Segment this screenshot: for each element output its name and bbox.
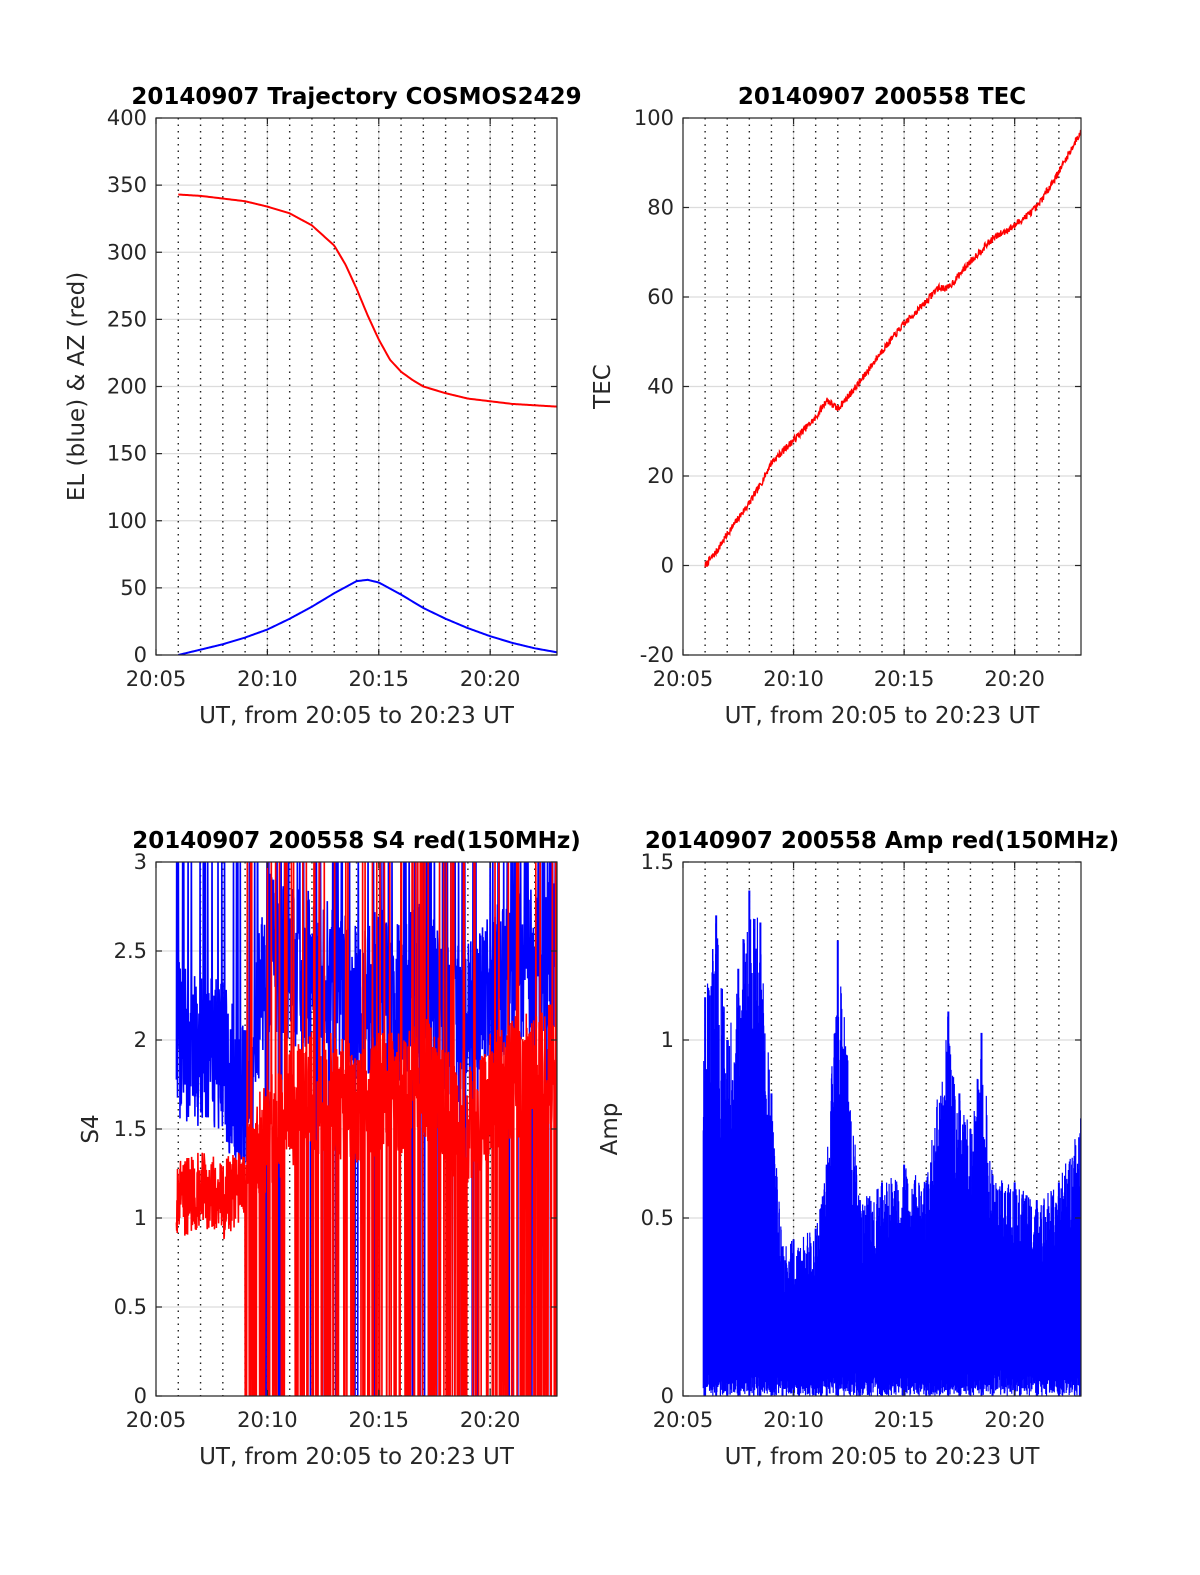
x-tick-label: 20:20 [984,1408,1045,1432]
y-tick-label: 100 [634,106,674,130]
y-tick-label: 2 [134,1028,147,1052]
y-tick-label: 0.5 [114,1295,147,1319]
y-tick-label: 0.5 [641,1206,674,1230]
y-tick-label: -20 [640,643,674,667]
y-tick-label: 200 [107,375,147,399]
x-tick-label: 20:20 [460,667,521,691]
y-tick-label: 2.5 [114,939,147,963]
x-tick-label: 20:10 [237,1408,298,1432]
y-tick-label: 60 [647,285,674,309]
y-tick-label: 300 [107,240,147,264]
x-tick-label: 20:15 [874,1408,935,1432]
plot-area [175,862,557,1396]
x-axis-label: UT, from 20:05 to 20:23 UT [199,703,515,729]
plot-area [702,890,1081,1396]
chart-s4: 0 0.5 1 1.5 2 2.5 3 20:05 20:10 20:15 20:20 UT, fro… [78,828,581,1470]
x-tick-label: 20:20 [460,1408,521,1432]
x-tick-label: 20:15 [349,667,410,691]
y-tick-label: 1.5 [114,1117,147,1141]
y-tick-label: 3 [134,850,147,874]
x-tick-label: 20:05 [126,1408,187,1432]
x-tick-label: 20:05 [653,667,714,691]
series-line-red [175,862,557,1396]
y-axis-label: S4 [78,1114,104,1143]
x-axis-label: UT, from 20:05 to 20:23 UT [725,1444,1041,1470]
y-tick-label: 40 [647,375,674,399]
y-tick-label: 80 [647,196,674,220]
chart-tec: -20 0 20 40 60 80 100 20:05 20:10 20:15 20:20 UT, f… [590,84,1082,729]
x-tick-label: 20:10 [763,1408,824,1432]
y-tick-label: 0 [134,643,147,667]
x-tick-label: 20:05 [653,1408,714,1432]
series-line-2 [178,578,557,655]
y-tick-label: 0 [661,1384,674,1408]
y-tick-label: 250 [107,307,147,331]
y-tick-label: 100 [107,509,147,533]
chart-title: 20140907 200558 Amp red(150MHz) [645,828,1119,854]
x-tick-label: 20:15 [349,1408,410,1432]
y-tick-label: 350 [107,173,147,197]
y-axis-label: EL (blue) & AZ (red) [64,272,90,501]
y-tick-label: 400 [107,106,147,130]
y-tick-label: 50 [120,576,147,600]
chart-title: 20140907 Trajectory COSMOS2429 [131,84,581,110]
y-tick-label: 150 [107,442,147,466]
x-tick-label: 20:15 [874,667,935,691]
amp-peak-spikes [704,890,1081,1396]
series-line-1 [178,193,557,408]
axes-frame [682,861,1082,1397]
y-tick-label: 0 [661,554,674,578]
plot-area [178,193,557,655]
x-axis-label: UT, from 20:05 to 20:23 UT [199,1444,515,1470]
y-tick-label: 20 [647,464,674,488]
x-tick-label: 20:10 [237,667,298,691]
chart-amp: 0 0.5 1 1.5 20:05 20:10 20:15 20:20 UT, from 20:… [597,828,1119,1470]
x-tick-label: 20:10 [763,667,824,691]
y-tick-label: 1 [661,1028,674,1052]
x-tick-label: 20:20 [984,667,1045,691]
y-tick-label: 0 [134,1384,147,1408]
y-tick-label: 1 [134,1206,147,1230]
series-line-amp [702,917,1081,1396]
chart-title: 20140907 200558 S4 red(150MHz) [132,828,581,854]
y-axis-label: TEC [590,364,616,410]
y-axis-label: Amp [597,1103,623,1156]
x-axis-label: UT, from 20:05 to 20:23 UT [725,703,1041,729]
chart-title: 20140907 200558 TEC [738,84,1026,110]
x-tick-label: 20:05 [126,667,187,691]
y-tick-label: 1.5 [641,850,674,874]
chart-trajectory: 0 50 100 150 200 250 300 350 400 20:05 20:10 20:15 2… [64,84,582,729]
plot-area [704,129,1081,568]
series-line-1 [704,129,1081,568]
